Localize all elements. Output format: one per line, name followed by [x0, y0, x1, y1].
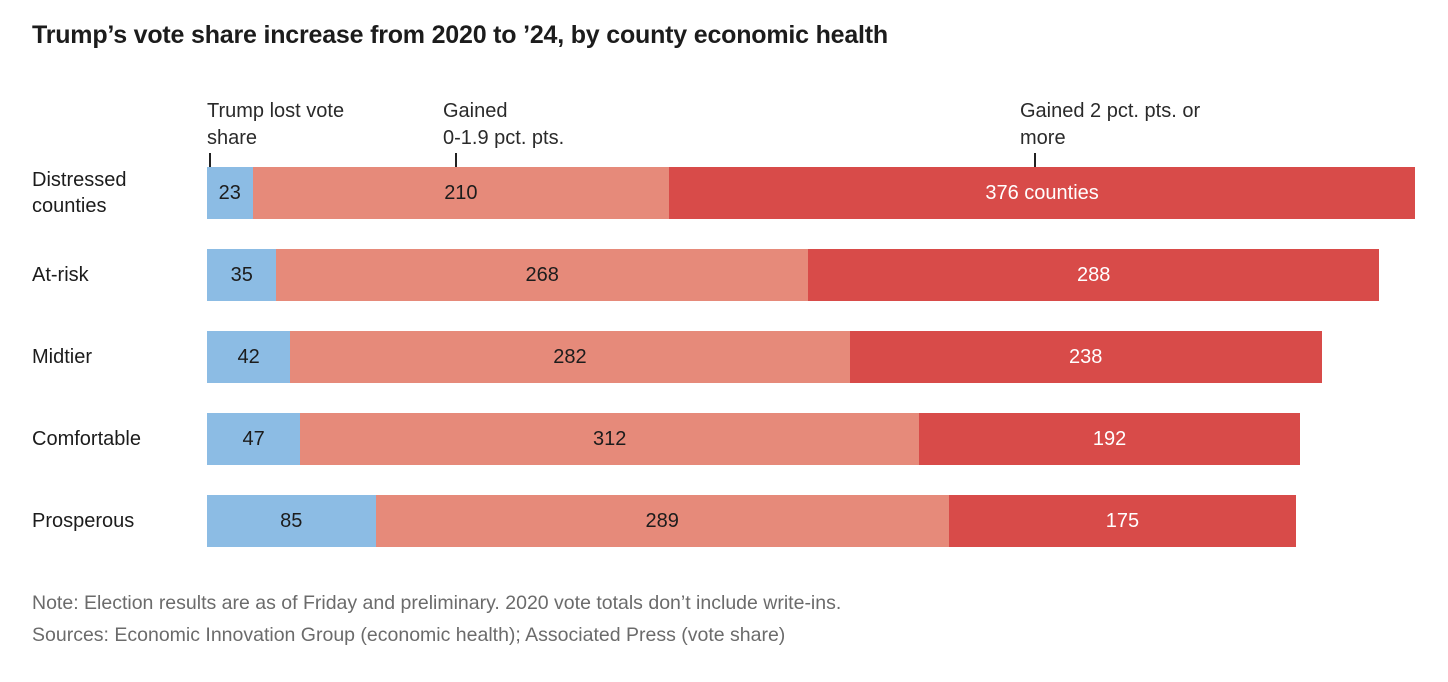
legend-tick-lost-share [209, 153, 211, 167]
category-label: Prosperous [32, 510, 135, 532]
value-label: 282 [553, 345, 587, 368]
legend-label-gained-large: Gained 2 pct. pts. or more [1020, 98, 1200, 152]
bar-segment-gained-large: 175 [948, 495, 1296, 547]
bar-segment-lost-share: 35 [207, 249, 277, 301]
category-label: Midtier [32, 346, 93, 368]
bar-segment-lost-share: 85 [207, 495, 376, 547]
bar-track: 35 268 288 [207, 249, 1415, 301]
category-label: Comfortable [32, 428, 141, 450]
bar-segment-gained-small: 312 [300, 413, 920, 465]
chart-footer: Note: Election results are as of Friday … [32, 587, 1415, 651]
chart-rows: Distressed counties 23 210 376 counties At-r… [32, 167, 1415, 547]
value-label: 35 [230, 263, 253, 286]
chart-row: At-risk 35 268 288 [32, 249, 1415, 301]
chart-title: Trump’s vote share increase from 2020 to… [32, 21, 889, 49]
bar-segment-lost-share: 47 [207, 413, 301, 465]
bar-track: 85 289 175 [207, 495, 1415, 547]
value-label: 192 [1092, 427, 1127, 450]
value-label: 268 [525, 263, 559, 286]
legend-tick-gained-large [1034, 153, 1036, 167]
sources-text: Sources: Economic Innovation Group (econ… [32, 624, 786, 646]
value-label: 85 [280, 509, 303, 532]
bar-segment-gained-large: 288 [808, 249, 1380, 301]
chart-row: Comfortable 47 312 192 [32, 413, 1415, 465]
value-label: 289 [645, 509, 679, 532]
bar-segment-gained-small: 282 [290, 331, 850, 383]
legend-label-lost-share-line1: Trump lost vote [207, 100, 345, 122]
note-text: Note: Election results are as of Friday … [32, 592, 842, 614]
category-label: At-risk [32, 264, 89, 286]
bar-track: 23 210 376 counties [207, 167, 1415, 219]
chart-row: Distressed counties 23 210 376 counties [32, 167, 1415, 219]
legend-row: Trump lost vote share Gained 0-1.9 pct. … [207, 53, 1415, 167]
chart-page: Trump’s vote share increase from 2020 to… [32, 21, 1415, 651]
value-label: 47 [242, 427, 265, 450]
legend-label-lost-share: Trump lost vote share [207, 98, 344, 152]
value-label: 376 counties [985, 181, 1099, 204]
category-label: Distressed counties [32, 169, 127, 217]
bar-segment-gained-large: 192 [919, 413, 1300, 465]
legend-tick-gained-small [455, 153, 457, 167]
chart-row: Prosperous 85 289 175 [32, 495, 1415, 547]
value-label: 312 [592, 427, 627, 450]
legend-label-gained-small-line1: Gained [443, 100, 508, 122]
bar-track: 47 312 192 [207, 413, 1415, 465]
bar-segment-gained-large: 376 counties [669, 167, 1415, 219]
bar-segment-gained-small: 268 [276, 249, 809, 301]
legend-label-gained-large-line2: more [1020, 127, 1066, 149]
value-label: 175 [1105, 509, 1140, 532]
value-label: 210 [444, 181, 478, 204]
legend-label-gained-small: Gained 0-1.9 pct. pts. [443, 98, 564, 152]
bar-track: 42 282 238 [207, 331, 1415, 383]
value-label: 288 [1076, 263, 1111, 286]
value-label: 23 [218, 181, 241, 204]
bar-segment-gained-small: 210 [252, 167, 670, 219]
bar-segment-lost-share: 42 [207, 331, 291, 383]
bar-segment-lost-share: 23 [207, 167, 253, 219]
legend-label-lost-share-line2: share [207, 127, 258, 149]
value-label: 238 [1069, 345, 1103, 368]
legend-label-gained-large-line1: Gained 2 pct. pts. or [1020, 100, 1201, 122]
bar-segment-gained-large: 238 [849, 331, 1322, 383]
bar-segment-gained-small: 289 [375, 495, 949, 547]
value-label: 42 [237, 345, 260, 368]
chart-row: Midtier 42 282 238 [32, 331, 1415, 383]
legend-label-gained-small-line2: 0-1.9 pct. pts. [443, 127, 565, 149]
